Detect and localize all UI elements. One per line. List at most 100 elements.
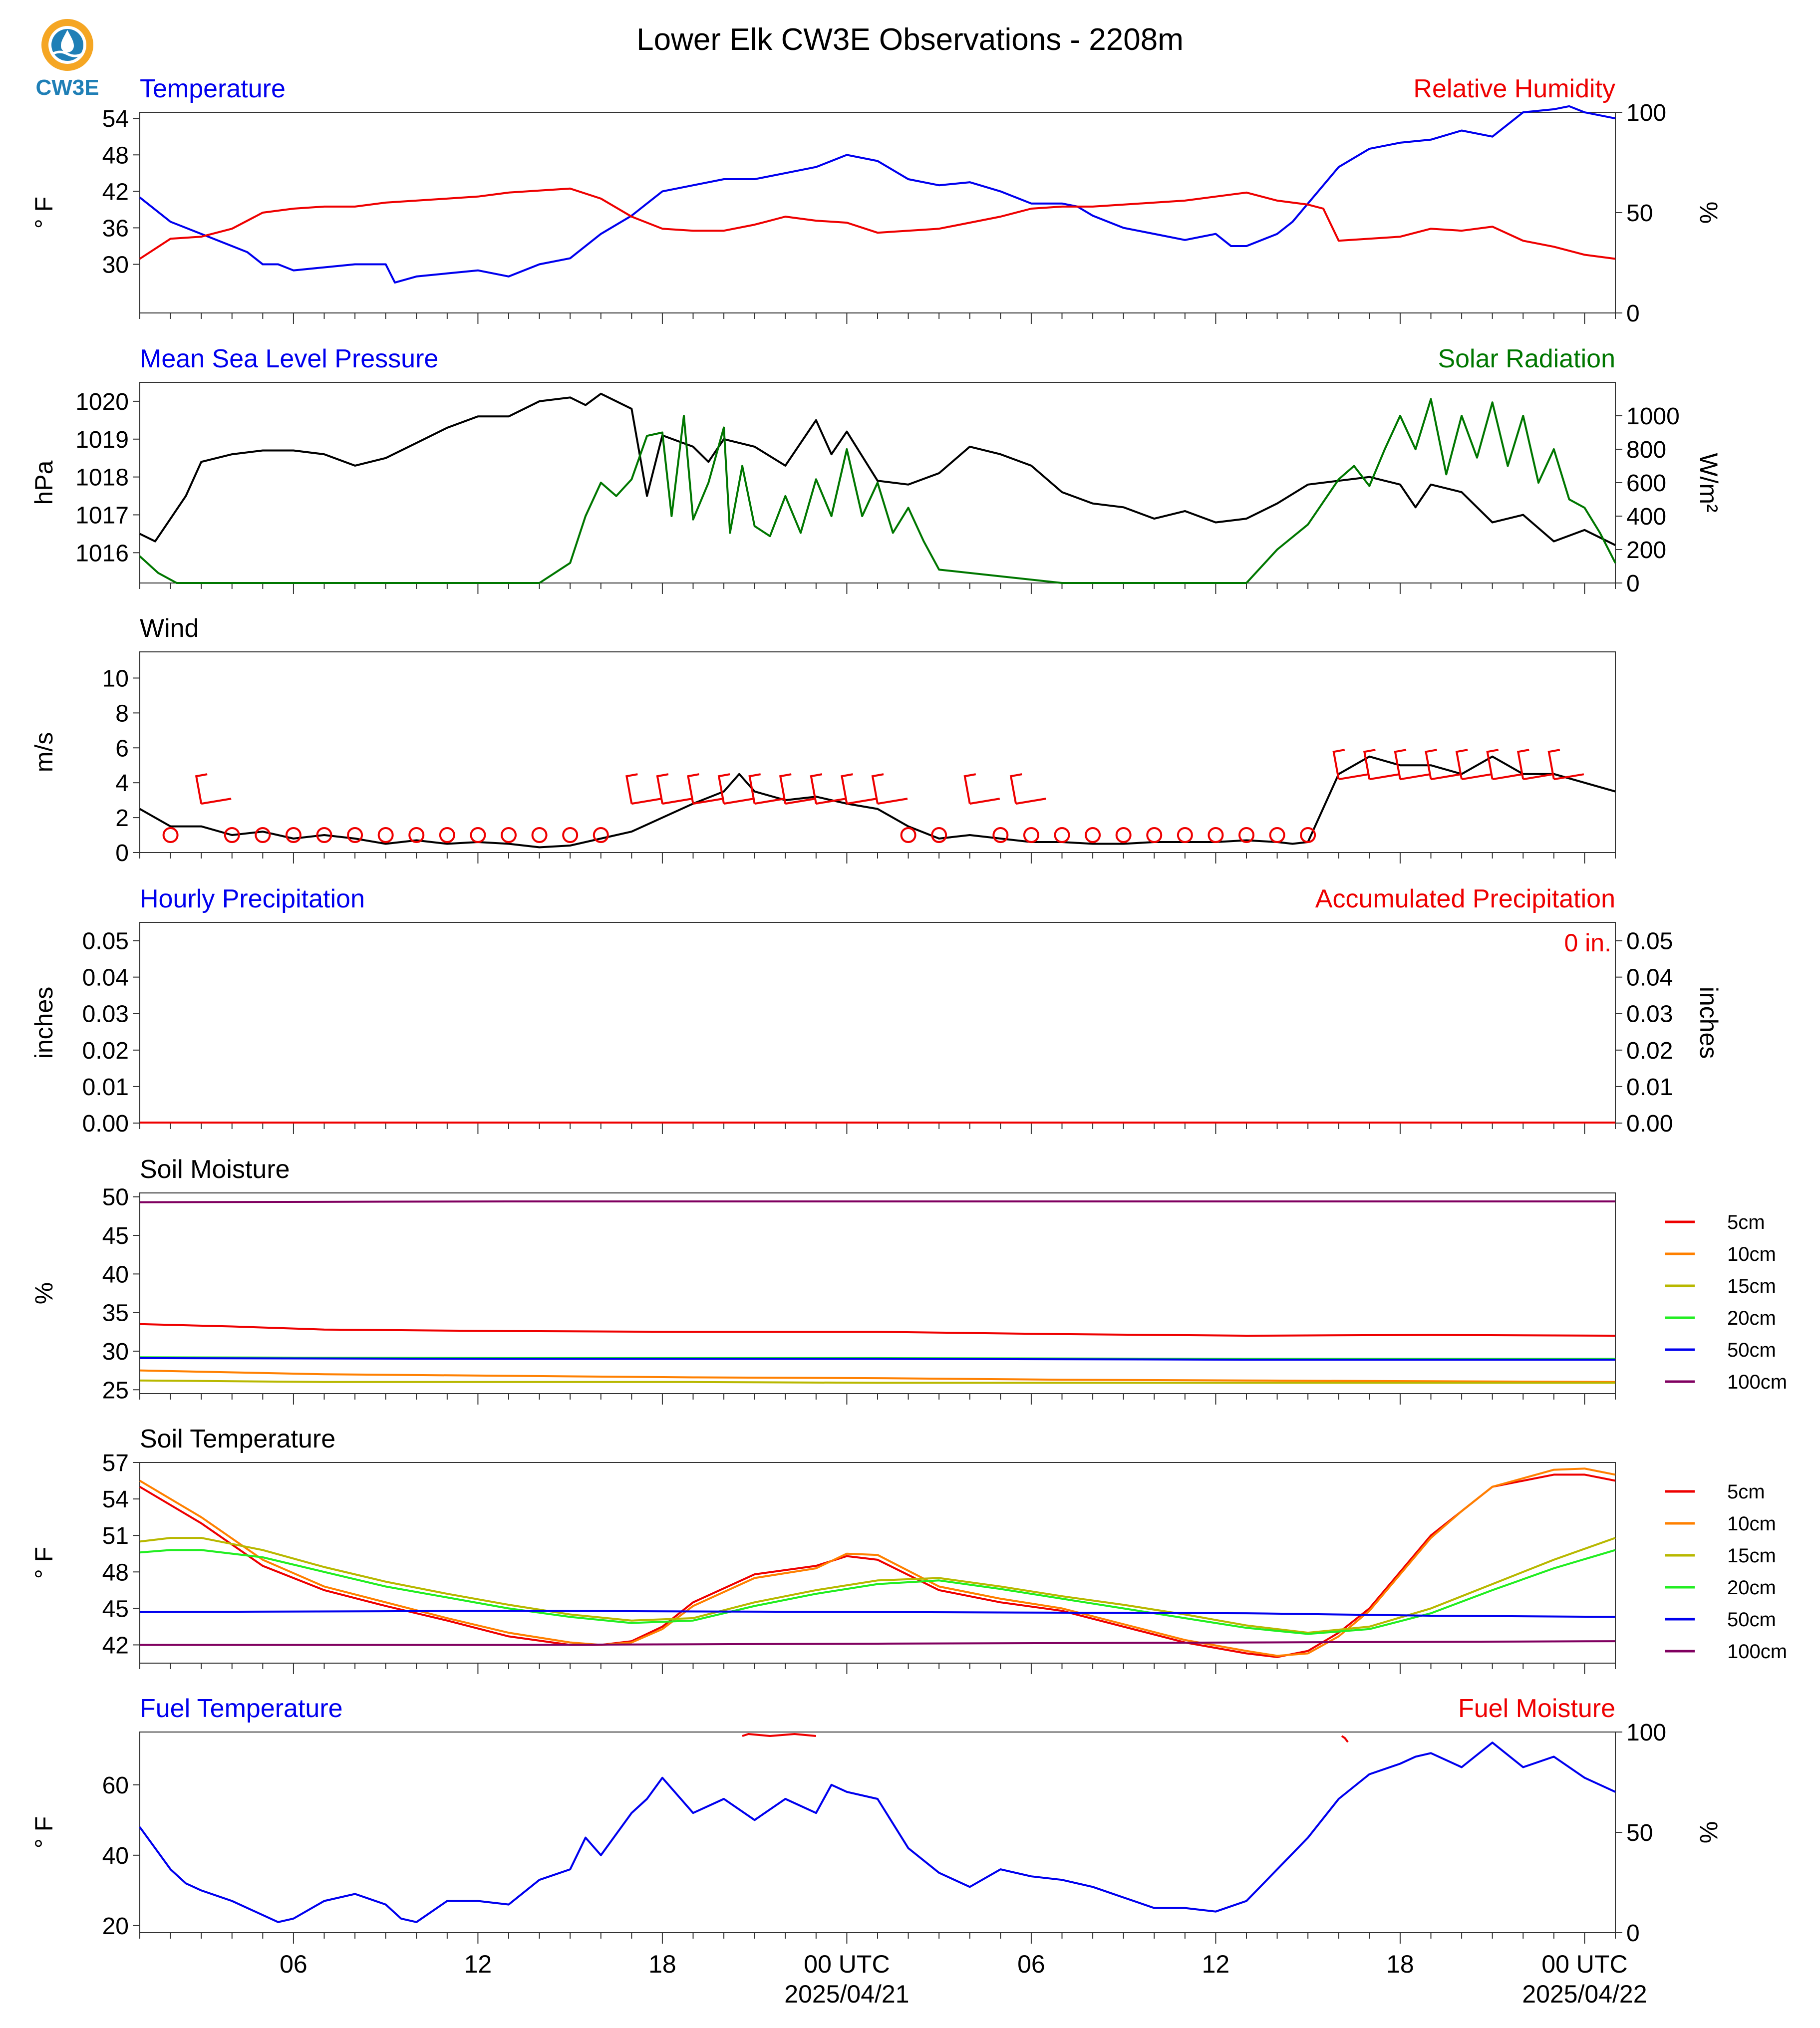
y-tick-label: 1017 <box>75 502 129 529</box>
x-tick-label: 06 <box>1017 1950 1045 1978</box>
panel-4: Hourly Precipitation Accumulated Precipit… <box>30 884 1723 1137</box>
y2-tick-label: 100 <box>1626 1720 1666 1746</box>
series-line-blue <box>139 1741 1616 1923</box>
x-date-label: 2025/04/21 <box>784 1980 909 2008</box>
panel-left-title: Hourly Precipitation <box>140 884 365 913</box>
y2-axis-label: % <box>1695 202 1723 224</box>
legend-label: 5cm <box>1727 1481 1765 1503</box>
legend-label: 50cm <box>1727 1339 1776 1361</box>
y-tick-label: 0.04 <box>82 965 129 991</box>
series-line-15cm <box>139 1537 1616 1634</box>
water-drop-icon <box>61 30 74 52</box>
y2-tick-label: 600 <box>1626 470 1666 497</box>
panel-left-title: Soil Temperature <box>140 1425 335 1453</box>
y-tick-label: 2 <box>115 805 129 832</box>
wind-barb <box>779 773 816 805</box>
calm-wind-marker <box>531 827 548 843</box>
y-tick-label: 6 <box>115 735 129 762</box>
calm-wind-marker <box>931 827 947 843</box>
series-line-5cm <box>139 1473 1616 1658</box>
chart-title: Lower Elk CW3E Observations - 2208m <box>636 22 1184 57</box>
panel-frame <box>139 1192 1616 1394</box>
calm-wind-marker <box>347 827 363 843</box>
y-tick-label: 40 <box>102 1843 129 1869</box>
panel-left-title: Fuel Temperature <box>140 1694 343 1723</box>
calm-wind-marker <box>1085 827 1101 843</box>
y-tick-label: 40 <box>102 1261 129 1288</box>
y-tick-label: 1016 <box>75 540 129 567</box>
calm-wind-marker <box>1146 827 1163 843</box>
legend-label: 10cm <box>1727 1243 1776 1265</box>
series-line-10cm <box>139 1467 1616 1657</box>
calm-wind-marker <box>377 827 394 843</box>
series-line-50cm <box>139 1357 1615 1361</box>
wind-barb <box>687 773 723 805</box>
calm-wind-marker <box>1177 827 1193 843</box>
calm-wind-marker <box>224 827 240 843</box>
x-tick-label: 12 <box>1202 1950 1230 1978</box>
y2-tick-label: 800 <box>1626 437 1666 463</box>
panel-5: Soil Moisture 25 30 35 40 45 50% 5cm 10cm 15cm 20c… <box>30 1155 1787 1405</box>
series-line-blue <box>139 105 1616 284</box>
y-tick-label: 48 <box>102 142 129 169</box>
y-axis-label: ° F <box>30 1547 58 1579</box>
legend-label: 50cm <box>1727 1609 1776 1631</box>
wind-barb <box>748 773 785 805</box>
wind-barb <box>810 773 847 805</box>
calm-wind-marker <box>1300 827 1316 843</box>
calm-wind-marker <box>285 827 302 843</box>
y-axis-label: inches <box>30 987 58 1059</box>
panel-right-title: Relative Humidity <box>1413 74 1615 103</box>
series-line-20cm <box>139 1549 1616 1635</box>
wind-barb <box>1009 773 1046 805</box>
panel-right-title: Accumulated Precipitation <box>1315 884 1615 913</box>
wind-barb <box>1517 749 1553 781</box>
y-tick-label: 1019 <box>75 427 129 453</box>
y-axis-label: ° F <box>30 1816 58 1848</box>
wind-barb <box>717 773 754 805</box>
y-tick-label: 30 <box>102 252 129 279</box>
panel-frame <box>139 1462 1616 1664</box>
wind-barb <box>1425 749 1461 781</box>
series-line-10cm <box>139 1369 1616 1383</box>
y-tick-label: 0.05 <box>82 928 129 955</box>
series-line-100cm <box>139 1200 1615 1203</box>
y2-tick-label: 0.01 <box>1626 1074 1673 1101</box>
y-tick-label: 60 <box>102 1772 129 1799</box>
y-axis-label: m/s <box>30 732 58 773</box>
y2-tick-label: 100 <box>1626 100 1666 126</box>
calm-wind-marker <box>408 827 425 843</box>
calm-wind-marker <box>593 827 609 843</box>
y-tick-label: 8 <box>115 700 129 727</box>
x-tick-label: 18 <box>648 1950 676 1978</box>
y-tick-label: 48 <box>102 1559 129 1586</box>
logo-text: CW3E <box>35 75 99 100</box>
wind-barb <box>963 773 1000 805</box>
y-tick-label: 4 <box>115 770 129 797</box>
y2-tick-label: 0.03 <box>1626 1001 1673 1028</box>
y-tick-label: 0.03 <box>82 1001 129 1028</box>
legend-label: 100cm <box>1727 1641 1787 1663</box>
x-date-label: 2025/04/22 <box>1522 1980 1647 2008</box>
wind-barb <box>1394 749 1431 781</box>
y2-tick-label: 200 <box>1626 537 1666 564</box>
x-tick-label: 00 UTC <box>1541 1950 1627 1978</box>
wind-barb <box>656 773 693 805</box>
y2-tick-label: 400 <box>1626 504 1666 530</box>
calm-wind-marker <box>439 827 455 843</box>
legend-label: 20cm <box>1727 1307 1776 1329</box>
x-tick-label: 00 UTC <box>804 1950 890 1978</box>
legend-label: 100cm <box>1727 1371 1787 1393</box>
y-tick-label: 51 <box>102 1523 129 1549</box>
y-tick-label: 20 <box>102 1913 129 1940</box>
y-tick-label: 54 <box>102 1486 129 1513</box>
wind-barb <box>1455 749 1492 781</box>
calm-wind-marker <box>1208 827 1224 843</box>
y-axis-label: ° F <box>30 197 58 229</box>
panel-left-title: Soil Moisture <box>140 1155 290 1184</box>
y-axis-label: % <box>30 1282 58 1304</box>
y-tick-label: 25 <box>102 1377 129 1404</box>
y2-tick-label: 0.05 <box>1626 928 1673 955</box>
y-tick-label: 50 <box>102 1184 129 1211</box>
